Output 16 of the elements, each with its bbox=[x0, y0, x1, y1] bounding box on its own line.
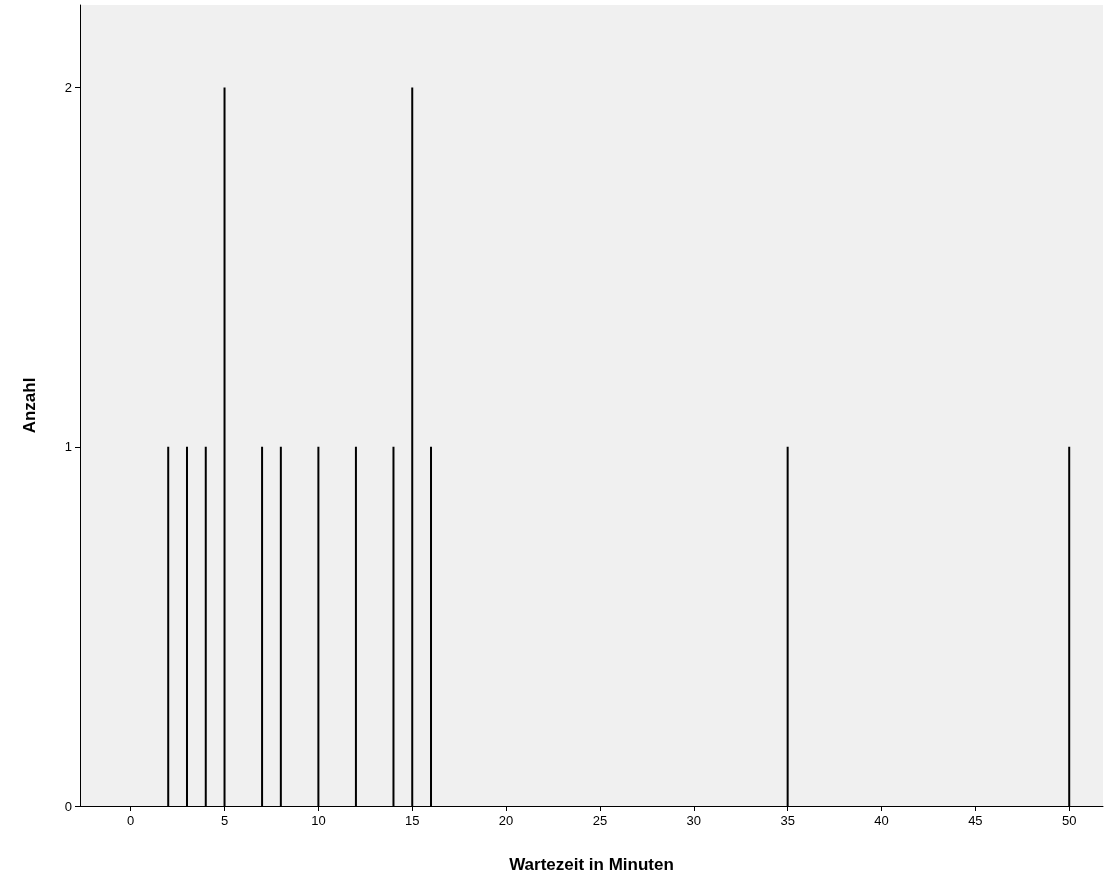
x-tick-label: 20 bbox=[498, 813, 514, 828]
x-tick-label: 45 bbox=[968, 813, 983, 828]
x-tick-label: 15 bbox=[405, 813, 420, 828]
x-axis-title: Wartezeit in Minuten bbox=[509, 855, 674, 874]
x-tick-label: 5 bbox=[220, 813, 229, 828]
x-tick-label: 50 bbox=[1061, 813, 1077, 828]
x-tick-label: 25 bbox=[592, 813, 608, 828]
x-tick-label: 10 bbox=[311, 813, 326, 828]
x-tick-label: 30 bbox=[686, 813, 702, 828]
y-tick-label: 0 bbox=[64, 798, 72, 814]
y-axis-title: Anzahl bbox=[20, 377, 39, 434]
x-tick-label: 35 bbox=[780, 813, 795, 828]
x-tick-label: 40 bbox=[874, 813, 889, 828]
y-tick-label: 1 bbox=[64, 439, 72, 455]
x-tick-label: 0 bbox=[127, 813, 135, 828]
y-tick-label: 2 bbox=[64, 80, 72, 96]
